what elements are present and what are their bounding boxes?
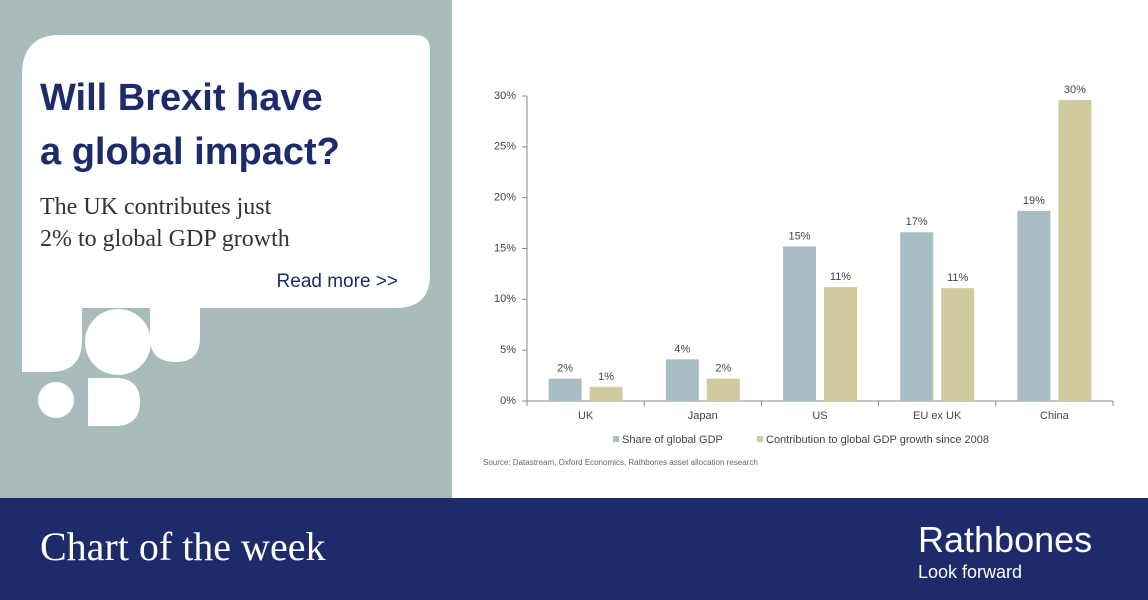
decor-shape [150, 308, 200, 362]
tagline: Look forward [918, 562, 1022, 582]
y-tick-label: 20% [494, 192, 516, 204]
source: Source: Datastream, Oxford Economics, Ra… [483, 458, 758, 467]
value-label: 4% [674, 343, 690, 355]
bar [665, 359, 699, 401]
x-tick-label: UK [578, 410, 594, 422]
speech-bubble [22, 35, 430, 308]
decor-circle [85, 309, 151, 375]
value-label: 2% [715, 363, 731, 375]
y-tick-label: 15% [494, 242, 516, 254]
bar [824, 287, 857, 401]
legend-swatch [613, 436, 619, 442]
brand: Rathbones [918, 519, 1092, 560]
decor-shape [22, 308, 82, 372]
bar [706, 378, 740, 401]
bar [1017, 210, 1051, 401]
legend-label: Share of global GDP [622, 434, 723, 446]
y-tick-label: 5% [500, 344, 516, 356]
y-tick-label: 10% [494, 293, 516, 305]
subtitle: The UK contributes just [40, 194, 272, 220]
title: Will Brexit have [40, 77, 323, 119]
bar [1058, 100, 1092, 402]
legend-swatch [757, 436, 763, 442]
bar [589, 386, 623, 401]
footer-bar [0, 498, 1148, 600]
bar [548, 378, 582, 401]
decor [22, 308, 200, 426]
x-tick-label: China [1040, 410, 1070, 422]
x-tick-label: Japan [688, 410, 718, 422]
y-tick-label: 25% [494, 141, 516, 153]
value-label: 2% [557, 363, 573, 375]
value-label: 19% [1023, 195, 1045, 207]
value-label: 11% [830, 271, 851, 283]
subtitle: 2% to global GDP growth [40, 226, 290, 252]
decor-circle [38, 382, 74, 418]
footer-text: Chart of the week [40, 524, 325, 569]
chart: 0% 5% 10% 15% 20% 25% 30% UK 2% 1% Japan 4% 2% US 15% 1… [483, 84, 1114, 467]
x-tick-label: US [812, 410, 827, 422]
value-label: 15% [788, 230, 810, 242]
x-tick-label: EU ex UK [913, 410, 962, 422]
value-label: 1% [598, 371, 614, 383]
legend-label: Contribution to global GDP growth since … [766, 434, 989, 446]
value-label: 11% [947, 272, 968, 284]
value-label: 30% [1064, 84, 1086, 96]
decor-shape [88, 378, 140, 426]
bar [783, 246, 816, 401]
bar [900, 232, 934, 401]
y-tick-label: 0% [500, 395, 516, 407]
bar [941, 288, 975, 401]
title: a global impact? [40, 131, 340, 173]
y-tick-label: 30% [494, 90, 516, 102]
value-label: 17% [906, 216, 928, 228]
read-more[interactable]: Read more >> [277, 271, 398, 292]
